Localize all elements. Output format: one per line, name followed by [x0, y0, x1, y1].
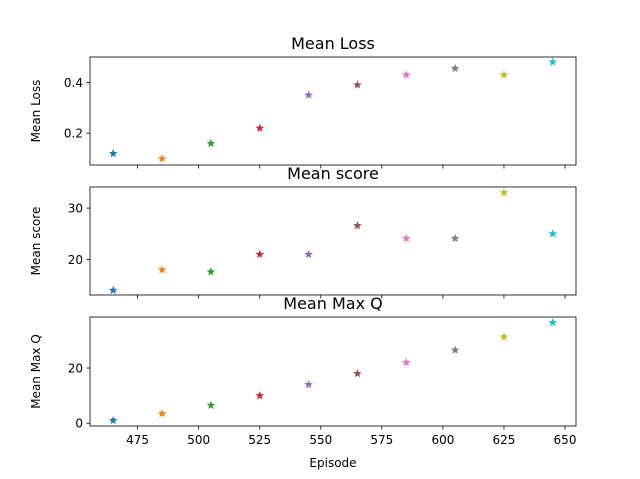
data-point-2-6 [353, 220, 362, 230]
x-tick-label-6: 600 [431, 433, 454, 447]
data-point-1-4 [255, 123, 265, 132]
data-point-2-7 [401, 233, 411, 243]
data-point-1-3 [206, 138, 216, 148]
y-axis-label-3: Mean Max Q [29, 334, 43, 409]
x-axis-label: Episode [309, 456, 356, 470]
data-point-3-1 [108, 415, 118, 425]
data-point-2-8 [450, 233, 460, 243]
data-point-1-8 [450, 63, 460, 73]
data-point-3-4 [255, 391, 265, 400]
y-tick-label-3-1: 0 [75, 417, 83, 431]
y-tick-label-2-1: 20 [68, 253, 83, 267]
chart-title-1: Mean Loss [291, 34, 375, 53]
x-tick-label-1: 475 [126, 433, 149, 447]
data-point-3-6 [353, 368, 362, 378]
y-tick-label-1-2: 0.4 [64, 76, 83, 90]
data-point-3-3 [206, 400, 216, 410]
plot-area-2 [89, 186, 577, 296]
data-point-1-6 [353, 80, 362, 89]
data-point-1-9 [499, 70, 509, 79]
data-point-3-7 [401, 357, 411, 367]
data-point-3-2 [157, 408, 167, 418]
data-point-3-10 [548, 317, 558, 327]
data-point-2-10 [548, 229, 558, 238]
data-point-2-2 [157, 265, 167, 274]
data-point-1-7 [401, 70, 411, 79]
data-point-3-8 [450, 345, 460, 354]
data-point-2-4 [255, 249, 265, 259]
data-point-3-9 [499, 332, 509, 341]
y-axis-label-2: Mean score [29, 207, 43, 276]
x-tick-label-4: 550 [309, 433, 332, 447]
x-tick-label-7: 625 [493, 433, 516, 447]
y-axis-label-1: Mean Loss [29, 80, 43, 143]
plot-area-3 [89, 316, 577, 427]
y-tick-label-3-2: 20 [68, 362, 83, 376]
y-tick-label-1-1: 0.2 [64, 127, 83, 141]
x-tick-label-2: 500 [187, 433, 210, 447]
data-point-3-5 [304, 380, 313, 389]
data-point-2-1 [108, 285, 118, 295]
data-point-2-5 [304, 249, 313, 259]
data-point-2-3 [206, 267, 216, 276]
chart-title-3: Mean Max Q [283, 294, 382, 313]
y-tick-label-2-2: 30 [68, 202, 83, 216]
x-tick-label-8: 650 [554, 433, 577, 447]
x-tick-label-3: 525 [248, 433, 271, 447]
chart-title-2: Mean score [287, 164, 379, 183]
data-point-1-1 [108, 148, 118, 158]
plot-area-1 [89, 56, 577, 166]
data-point-2-9 [499, 188, 509, 197]
data-point-1-5 [304, 90, 313, 99]
data-point-1-10 [548, 57, 558, 66]
data-point-1-2 [157, 154, 167, 163]
x-tick-label-5: 575 [370, 433, 393, 447]
